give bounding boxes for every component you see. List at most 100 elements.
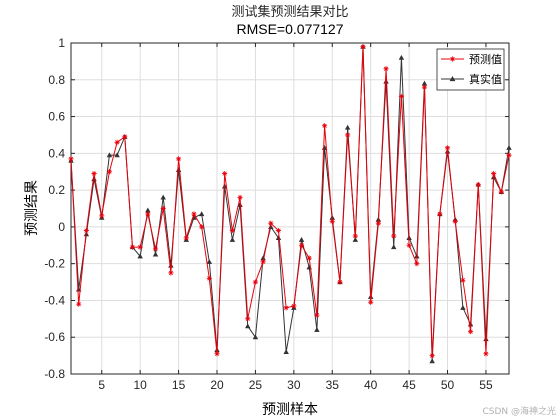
data-point (191, 211, 197, 217)
data-point (114, 139, 120, 145)
data-point (245, 323, 251, 329)
data-point (345, 132, 351, 138)
y-tick-label: 0.2 (48, 183, 65, 197)
y-tick-label: -0.6 (44, 330, 65, 344)
data-point (275, 227, 282, 234)
data-point (252, 279, 259, 285)
legend-label-actual: 真实值 (469, 72, 502, 86)
data-point (160, 205, 166, 212)
legend-label-predicted: 预测值 (469, 53, 502, 66)
y-tick-label: -0.2 (44, 257, 65, 271)
data-point (199, 224, 205, 230)
data-point (152, 246, 159, 252)
data-point (298, 236, 305, 242)
data-point (206, 275, 212, 281)
legend-marker-actual (449, 75, 456, 82)
chart-title: 测试集预测结果对比 (231, 4, 348, 20)
y-axis-label: 预测结果 (24, 180, 40, 236)
watermark: CSDN @海神之光 (482, 405, 556, 417)
y-tick-label: 0.6 (48, 110, 65, 124)
data-point (152, 251, 159, 257)
y-tick-label: 0.4 (48, 146, 65, 160)
data-point (506, 144, 512, 150)
data-point (314, 327, 320, 332)
data-point (391, 233, 397, 239)
data-point (406, 242, 412, 248)
data-point (298, 242, 305, 248)
x-tick-label: 10 (133, 378, 147, 392)
data-point (168, 270, 174, 276)
x-tick-label: 35 (326, 378, 340, 392)
data-point (491, 170, 497, 177)
data-point (460, 304, 466, 310)
data-point (352, 236, 359, 242)
data-point (145, 211, 151, 217)
data-point (368, 299, 374, 305)
x-tick-label: 25 (249, 378, 263, 392)
data-point (444, 145, 451, 151)
y-axis: -0.8 -0.6 -0.4 -0.2 0 0.2 0.4 0.6 0.8 1 (44, 36, 509, 381)
data-point (221, 183, 228, 189)
x-tick-label: 15 (172, 378, 186, 392)
data-point (237, 194, 243, 201)
series-predicted (68, 44, 512, 359)
data-point (314, 312, 320, 318)
legend: 预测值 真实值 (436, 48, 505, 91)
x-tick-label: 45 (402, 378, 416, 392)
x-tick-label: 55 (479, 378, 493, 392)
y-tick-label: 0.8 (48, 73, 65, 87)
x-axis: 5 10 15 20 25 30 35 40 45 50 55 (98, 43, 493, 392)
x-tick-label: 30 (287, 378, 301, 392)
y-tick-label: -0.8 (44, 367, 65, 381)
data-point (76, 301, 82, 307)
data-point (337, 279, 343, 285)
data-point (429, 353, 435, 359)
x-tick-label: 5 (98, 378, 105, 392)
data-point (245, 316, 251, 322)
data-point (268, 220, 274, 226)
data-point (291, 303, 297, 309)
data-point (99, 213, 105, 219)
data-point (375, 220, 381, 226)
data-point (383, 66, 389, 72)
data-point (206, 259, 213, 264)
data-point (137, 253, 143, 259)
data-point (83, 227, 89, 234)
data-point (475, 181, 481, 188)
series-layer (68, 43, 512, 364)
data-point (321, 123, 328, 129)
data-point (306, 255, 312, 261)
data-point (252, 334, 259, 340)
x-tick-label: 40 (364, 378, 378, 392)
x-tick-label: 50 (441, 378, 455, 392)
data-point (414, 261, 420, 267)
data-point (91, 170, 97, 177)
data-point (483, 351, 489, 357)
data-point (160, 194, 166, 200)
data-point (437, 211, 443, 217)
x-tick-label: 20 (210, 378, 224, 392)
grid-lines (71, 42, 509, 375)
data-point (283, 305, 289, 311)
data-point (498, 189, 504, 195)
series-line (70, 46, 510, 356)
x-axis-label: 预测样本 (262, 402, 318, 418)
data-point (229, 227, 235, 234)
data-point (398, 54, 405, 60)
data-point (421, 84, 428, 90)
data-point (452, 218, 458, 224)
data-point (260, 259, 266, 265)
data-point (429, 358, 435, 364)
legend-box (436, 48, 505, 91)
data-point (68, 156, 74, 162)
data-point (229, 236, 236, 242)
data-point (222, 170, 228, 177)
y-tick-label: 0 (58, 220, 65, 234)
data-point (398, 93, 405, 99)
y-tick-label: -0.4 (44, 293, 65, 307)
data-point (122, 134, 128, 140)
data-point (198, 211, 205, 217)
data-point (344, 124, 351, 130)
data-point (175, 156, 182, 162)
data-point (360, 44, 366, 50)
